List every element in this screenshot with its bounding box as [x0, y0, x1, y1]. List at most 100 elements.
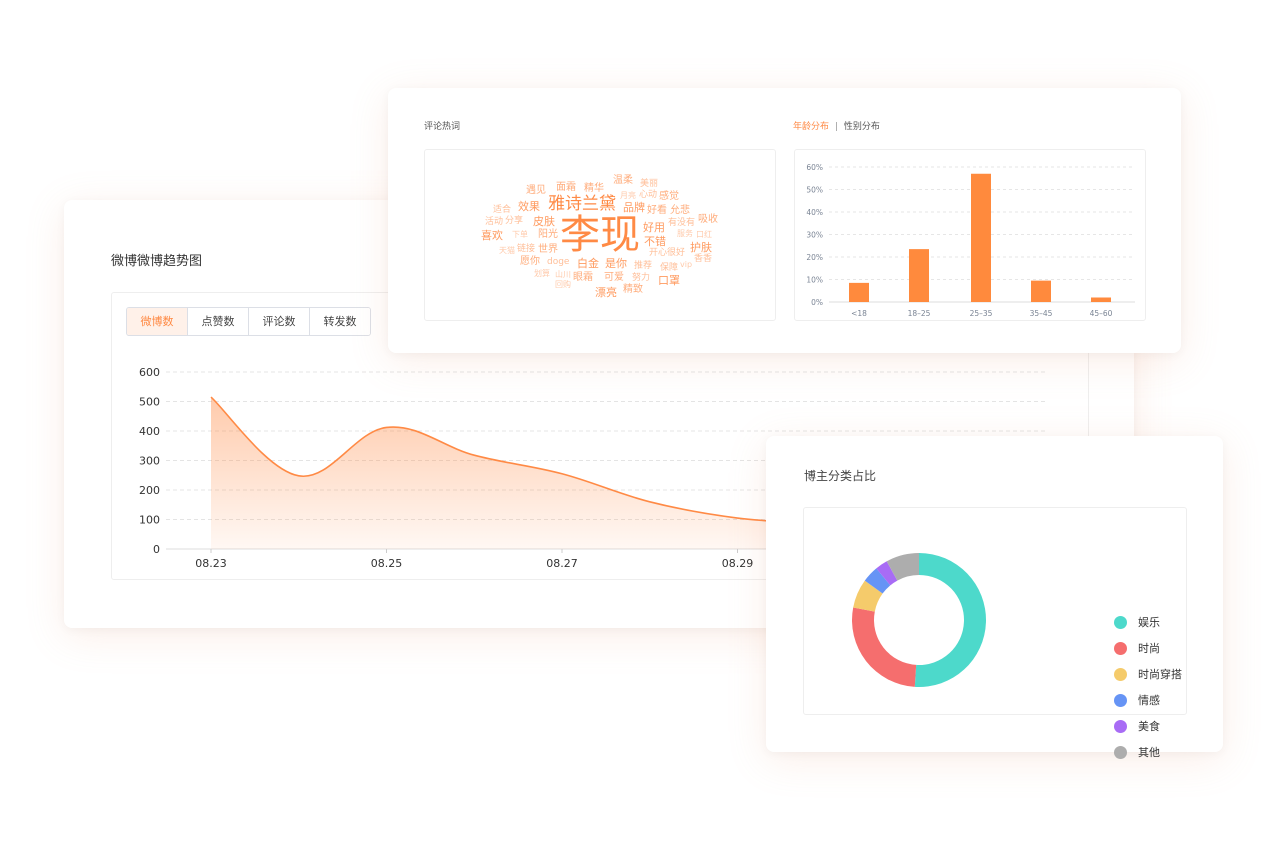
wordcloud-word: 口罩	[658, 274, 680, 287]
y-tick-label: 600	[139, 366, 160, 379]
wordcloud-word: 皮肤	[533, 215, 555, 228]
wordcloud-word: 李现	[560, 212, 640, 258]
legend-dot-icon	[1114, 615, 1127, 629]
legend-item[interactable]: 时尚穿搭	[1114, 661, 1182, 687]
bar	[971, 173, 991, 302]
donut-slice	[914, 553, 986, 687]
legend-item[interactable]: 时尚	[1114, 635, 1182, 661]
wordcloud-word: 香香	[694, 254, 713, 264]
tab-separator: |	[834, 122, 838, 132]
legend-dot-icon	[1114, 719, 1127, 733]
wordcloud-word: 面霜	[556, 182, 576, 193]
y-tick-label: 0%	[811, 298, 823, 307]
bar	[909, 249, 929, 302]
wordcloud-word: 喜欢	[481, 229, 503, 242]
wordcloud-word: 精华	[584, 183, 604, 194]
wordcloud-word: 世界	[538, 244, 558, 255]
wordcloud-word: 精致	[623, 284, 643, 295]
wordcloud-word: 可爱	[604, 272, 624, 283]
y-tick-label: 50%	[806, 186, 823, 195]
trend-title: 微博微博趋势图	[111, 254, 203, 269]
y-tick-label: 30%	[806, 231, 823, 240]
wordcloud-word: 活动	[485, 217, 504, 227]
wordcloud-word: 允悲	[670, 205, 690, 216]
area-fill	[211, 397, 826, 549]
tab-reposts[interactable]: 转发数	[309, 308, 370, 335]
bar	[1031, 280, 1051, 302]
y-tick-label: 0	[153, 543, 160, 556]
x-tick-label: <18	[851, 309, 867, 318]
tab-comments[interactable]: 评论数	[248, 308, 309, 335]
wordcloud-word: 链接	[517, 244, 536, 254]
wordcloud-word: 心动	[639, 190, 658, 200]
wordcloud-word: 开心很好	[649, 248, 686, 258]
wordcloud-word: 雅诗兰黛	[548, 194, 616, 214]
legend-item[interactable]: 情感	[1114, 687, 1182, 713]
wordcloud-word: 服务	[677, 229, 693, 238]
wordcloud-word: 有没有	[668, 218, 696, 228]
y-tick-label: 20%	[806, 253, 823, 262]
bar	[849, 282, 869, 302]
legend-dot-icon	[1114, 641, 1127, 655]
x-tick-label: 18–25	[908, 309, 931, 318]
wordcloud-title: 评论热词	[424, 122, 461, 132]
donut-slice	[853, 580, 883, 612]
wordcloud-word: vip	[680, 260, 693, 269]
y-tick-label: 10%	[806, 276, 823, 285]
wordcloud-word: 眼霜	[573, 272, 593, 283]
series-line	[210, 396, 826, 525]
wordcloud-word: 品牌	[623, 201, 645, 214]
legend-item[interactable]: 其他	[1114, 739, 1182, 765]
wordcloud-word: 漂亮	[595, 286, 617, 299]
wordcloud-word: 遇见	[526, 185, 546, 196]
legend-dot-icon	[1114, 667, 1127, 681]
tab-gender-distribution[interactable]: 性别分布	[843, 122, 880, 132]
y-tick-label: 500	[139, 396, 160, 409]
wordcloud-word: 温柔	[613, 175, 633, 186]
donut-chart-box: 娱乐时尚时尚穿搭情感美食其他	[803, 507, 1187, 759]
tab-age-distribution[interactable]: 年龄分布	[793, 122, 830, 132]
wordcloud-word: 不错	[644, 235, 666, 248]
donut-card: 博主分类占比 娱乐时尚时尚穿搭情感美食其他	[766, 436, 1223, 759]
wordcloud-word: 回购	[555, 280, 571, 289]
legend-label: 时尚	[1138, 642, 1160, 655]
age-chart-box: 0% 10% 20% 30% 40% 50% 60% <18 18–25 25–35 35–45 45…	[794, 149, 1146, 321]
wordcloud-word: 口红	[696, 230, 712, 239]
y-tick-label: 400	[139, 425, 160, 438]
y-tick-label: 100	[139, 514, 160, 527]
wordcloud-word: 护肤	[690, 241, 712, 254]
x-tick-label: 45–60	[1090, 309, 1113, 318]
legend-label: 情感	[1138, 694, 1160, 707]
tab-likes[interactable]: 点赞数	[187, 308, 248, 335]
wordcloud-word: 效果	[518, 200, 540, 213]
wordcloud-word: 天猫	[499, 246, 515, 255]
wordcloud-word: 白金	[577, 257, 599, 270]
donut-slice	[886, 553, 919, 581]
wordcloud-word: 美丽	[640, 179, 659, 189]
legend-dot-icon	[1114, 745, 1127, 759]
wordcloud-word: 愿你	[520, 256, 540, 267]
wordcloud-word: 保障	[660, 263, 679, 273]
tab-weibo-count[interactable]: 微博数	[127, 308, 187, 335]
legend-label: 其他	[1138, 746, 1160, 759]
age-bar-chart: 0% 10% 20% 30% 40% 50% 60% <18 18–25 25–35 35–45 45…	[806, 163, 1135, 318]
x-tick-label: 08.27	[546, 557, 578, 570]
wordcloud-word: 适合	[493, 205, 512, 215]
donut-slice	[864, 568, 891, 594]
x-tick-label: 08.23	[195, 557, 227, 570]
wordcloud-word: 分享	[505, 216, 524, 226]
legend-label: 时尚穿搭	[1138, 668, 1182, 681]
wordcloud-word: 月亮	[620, 191, 636, 200]
legend-item[interactable]: 美食	[1114, 713, 1182, 739]
category-donut-chart	[852, 553, 986, 687]
wordcloud: 李现 雅诗兰黛 好用 不错 是你 白金 阳光 皮肤 品牌 世界 开心很好 doge 好看 推荐 链接 下单 有没…	[424, 149, 776, 321]
metric-tabs: 微博数 点赞数 评论数 转发数	[126, 307, 371, 336]
donut-title: 博主分类占比	[804, 469, 877, 483]
x-tick-label: 25–35	[970, 309, 993, 318]
donut-slice	[852, 607, 917, 687]
wordcloud-word: 划算	[534, 269, 550, 278]
x-tick-label: 35–45	[1030, 309, 1053, 318]
wordcloud-word: 推荐	[634, 261, 653, 271]
legend-item[interactable]: 娱乐	[1114, 609, 1182, 635]
